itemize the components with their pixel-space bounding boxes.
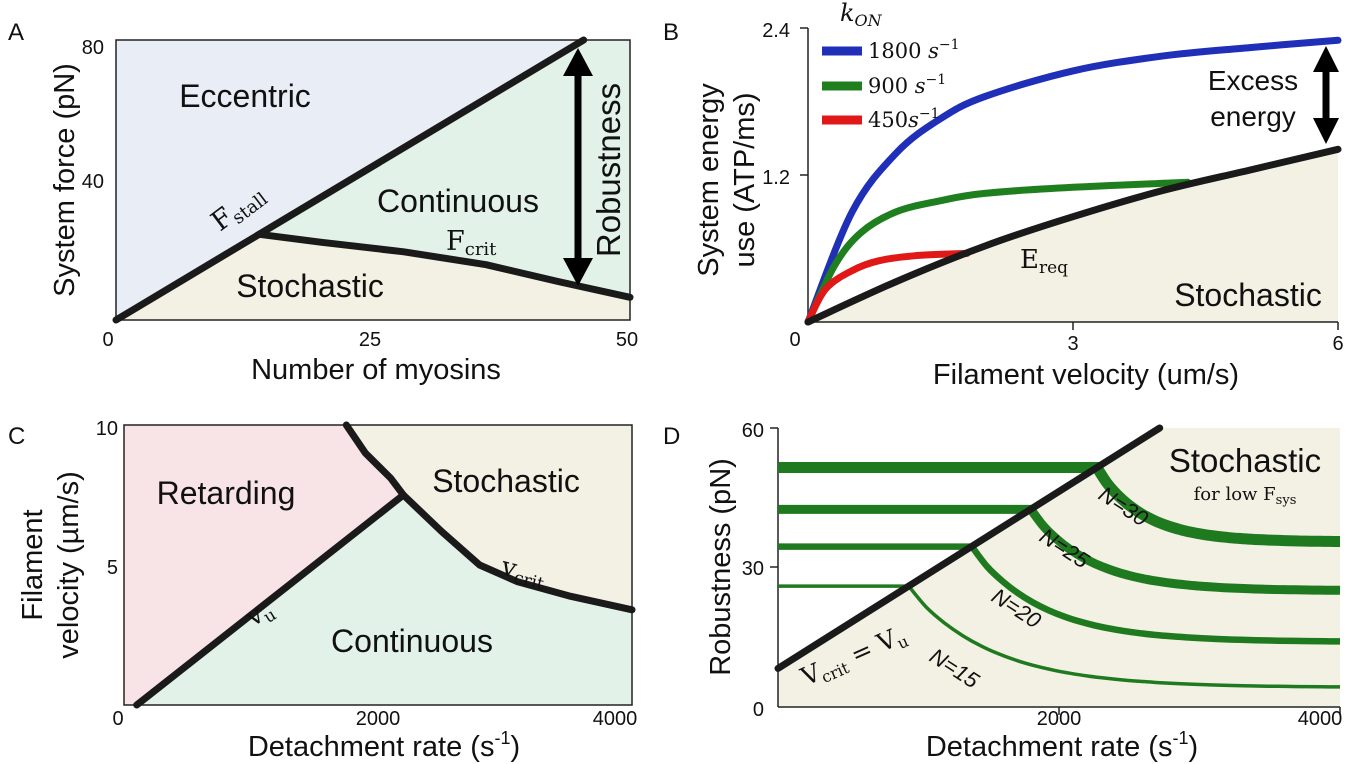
excess-energy-label-line-2: energy <box>1210 101 1296 132</box>
stochastic-sublabel: for low Fsys <box>1194 484 1297 508</box>
x-tick-label: 6 <box>1332 333 1343 355</box>
stochastic-label: Stochastic <box>1169 442 1321 479</box>
x-tick-label: 2000 <box>356 708 401 730</box>
y-tick-label: 5 <box>107 557 118 579</box>
panel-a-frame <box>115 39 631 321</box>
robustness-arrow-down-icon <box>563 258 593 286</box>
e-req-label: Ereq <box>1020 245 1068 278</box>
robustness-arrow-up-icon <box>563 48 593 76</box>
panel-label-d: D <box>663 423 680 450</box>
excess-energy-label-line-1: Excess <box>1208 65 1298 96</box>
y-axis-label-line-2: use (ATP/ms) <box>729 92 761 267</box>
y-tick-label: 0 <box>753 699 764 721</box>
series-900-line <box>804 178 1192 326</box>
y-axis-label: System force (pN) <box>49 63 81 297</box>
y-tick-label: 2.4 <box>762 20 790 42</box>
y-axis-label-line-2: velocity (µm/s) <box>53 471 85 659</box>
excess-arrow-up-icon <box>1313 46 1339 72</box>
continuous-label: Continuous <box>331 623 493 659</box>
panel-c-frame <box>123 424 633 706</box>
x-tick-label: 0 <box>102 329 113 351</box>
y-tick-label: 10 <box>96 418 118 440</box>
series-450-line <box>804 249 971 326</box>
excess-arrow-down-icon <box>1313 118 1339 144</box>
panel-label-c: C <box>8 423 25 450</box>
y-tick-label: 80 <box>82 37 104 59</box>
series-1800-line <box>804 36 1342 326</box>
stochastic-region <box>346 425 632 610</box>
x-tick-label: 3 <box>1067 333 1078 355</box>
eccentric-label: Eccentric <box>179 78 311 114</box>
x-tick-label: 0 <box>789 329 800 351</box>
x-tick-label: 0 <box>112 708 123 730</box>
stochastic-label: Stochastic <box>1174 277 1322 313</box>
y-axis-label: Robustness (pN) <box>705 458 737 676</box>
e-req-line <box>804 145 1342 326</box>
x-axis-label: Detachment rate (s-1) <box>926 728 1198 763</box>
y-tick-label: 40 <box>82 171 104 193</box>
stochastic-label: Stochastic <box>432 463 580 499</box>
robustness-curves <box>778 462 1341 689</box>
retarding-label: Retarding <box>157 475 296 511</box>
x-tick-label: 25 <box>359 329 381 351</box>
v-crit-equals-v-u-line <box>774 424 1164 672</box>
f-crit-line <box>255 230 634 301</box>
robustness-label: Robustness <box>590 83 627 257</box>
panel-a: Robustness Eccentric Continuous Stochast… <box>8 19 638 386</box>
f-stall-line <box>112 36 588 324</box>
continuous-region <box>136 495 632 705</box>
x-axis-label: Detachment rate (s-1) <box>248 728 520 763</box>
x-tick-label: 4000 <box>1298 708 1343 730</box>
y-axis-label-line-1: System energy <box>693 83 725 277</box>
legend-label-450: 450s−1 <box>868 106 940 132</box>
continuous-region <box>259 40 630 298</box>
legend-label-1800: 1800 s−1 <box>868 37 960 63</box>
panel-d: Stochastic for low Fsys Vcrit = Vu N=30 … <box>663 420 1342 763</box>
y-tick-label: 60 <box>742 420 764 442</box>
y-tick-label: 1.2 <box>762 167 790 189</box>
panel-c: Retarding Stochastic Continuous vu vcrit… <box>8 418 637 763</box>
stochastic-label: Stochastic <box>236 268 384 304</box>
x-tick-label: 50 <box>616 329 638 351</box>
stochastic-region <box>808 149 1338 322</box>
x-tick-label: 4000 <box>593 708 638 730</box>
v-crit-line <box>342 421 636 614</box>
x-tick-label: 2000 <box>1037 708 1082 730</box>
retarding-region <box>124 425 404 705</box>
v-u-line <box>133 491 407 709</box>
robustness-curve-n-30 <box>778 462 1341 547</box>
x-axis-label: Filament velocity (um/s) <box>933 359 1239 391</box>
legend-title: kON <box>840 0 883 30</box>
panel-label-b: B <box>663 19 679 46</box>
stochastic-region <box>116 234 630 320</box>
continuous-label: Continuous <box>377 183 539 219</box>
panel-label-a: A <box>8 19 24 46</box>
f-crit-label: Fcrit <box>446 226 497 260</box>
legend-label-900: 900 s−1 <box>868 72 946 98</box>
robustness-curve-n-25 <box>778 504 1341 595</box>
robustness-curve-n-20 <box>778 543 1341 645</box>
panel-b: kON 1800 s−1 900 s−1 450s−1 Excess energ… <box>663 0 1344 391</box>
y-axis-label-line-1: Filament <box>17 509 49 620</box>
x-axis-label: Number of myosins <box>251 354 501 386</box>
robustness-curve-n-15 <box>778 584 1341 689</box>
y-tick-label: 30 <box>742 558 764 580</box>
